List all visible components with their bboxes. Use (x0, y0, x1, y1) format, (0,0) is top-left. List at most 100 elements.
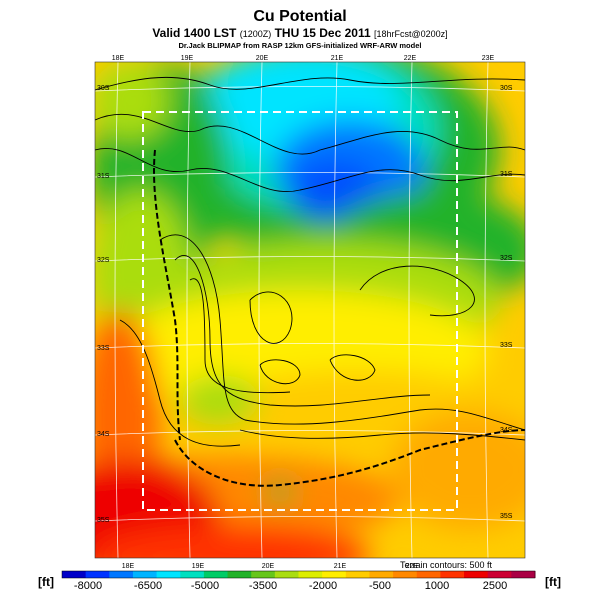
colorbar-swatch (393, 571, 418, 578)
colorbar-unit-left: [ft] (38, 575, 54, 589)
lat-label-left: 31S (97, 173, 110, 180)
lon-label-bottom: 22E (406, 563, 419, 570)
lat-label-left: 33S (97, 345, 110, 352)
inner-domain-box (142, 111, 458, 511)
coastline-west (153, 149, 181, 441)
map-field (95, 62, 525, 558)
parallel-line (95, 256, 525, 262)
colorbar-tick-label: -2000 (308, 580, 338, 592)
colorbar-swatch (227, 571, 252, 578)
contour-line (95, 76, 525, 91)
parallel-line (95, 516, 525, 522)
contour-line (189, 278, 291, 394)
colorbar-swatch (62, 571, 87, 578)
colorbar-swatch (511, 571, 536, 578)
terrain-contour-note: Terrain contours: 500 ft (400, 560, 493, 570)
colorbar-swatch (487, 571, 512, 578)
colorbar-swatch (416, 571, 441, 578)
colorbar-tick-label: -8000 (73, 580, 103, 592)
field-blob (95, 525, 370, 558)
utc-time: (1200Z) (239, 29, 272, 39)
lat-label-right: 31S (500, 171, 513, 178)
map-border (94, 61, 526, 559)
meridian-line (408, 62, 413, 558)
coastline (174, 429, 525, 487)
meridian-line (333, 62, 338, 558)
colorbar-swatch (156, 571, 181, 578)
colorbar-swatch (298, 571, 323, 578)
lon-label-top: 23E (482, 55, 495, 62)
field-blob (266, 482, 294, 502)
contour-line (359, 265, 475, 317)
contour-line (95, 148, 525, 192)
colorbar-swatch (464, 571, 489, 578)
colorbar-swatch (322, 571, 347, 578)
valid-time: Valid 1400 LST (152, 26, 237, 40)
colorbar-swatch (109, 571, 134, 578)
lat-label-right: 34S (500, 427, 513, 434)
contour-line (159, 234, 525, 431)
lon-label-bottom: 20E (262, 563, 275, 570)
parallel-line (95, 343, 525, 349)
parallel-line (95, 430, 525, 436)
colorbar-tick-label: -3500 (248, 580, 278, 592)
lon-label-top: 18E (112, 55, 125, 62)
graticule (95, 62, 525, 558)
meridian-line (484, 62, 489, 558)
map-title: Cu Potential (253, 8, 347, 25)
lon-label-top: 21E (331, 55, 344, 62)
colorbar-tick-label: -500 (368, 580, 392, 592)
field-blobs (95, 62, 525, 558)
lat-label-right: 32S (500, 255, 513, 262)
contour-line (259, 359, 301, 385)
contour-line (249, 291, 293, 344)
colorbar-tick-label: -6500 (133, 580, 163, 592)
valid-date: THU 15 Dec 2011 (274, 26, 371, 40)
field-blob (180, 375, 260, 425)
colorbar-tick-label: -5000 (190, 580, 220, 592)
lat-label-left: 34S (97, 431, 110, 438)
lon-label-bottom: 21E (334, 563, 347, 570)
lat-label-right: 30S (500, 85, 513, 92)
colorbar-frame (61, 570, 536, 579)
lat-label-left: 30S (97, 85, 110, 92)
map-subtitle: Valid 1400 LST (1200Z) THU 15 Dec 2011 [… (0, 26, 600, 40)
colorbar-swatch (274, 571, 299, 578)
terrain-contours (95, 76, 525, 447)
parallel-line (95, 172, 525, 178)
meridian-line (114, 62, 119, 558)
colorbar-swatch (85, 571, 110, 578)
meridian-line (186, 62, 191, 558)
contour-line (239, 429, 525, 441)
lon-label-bottom: 19E (192, 563, 205, 570)
meridian-line (258, 62, 263, 558)
lat-label-right: 33S (500, 342, 513, 349)
colorbar-swatch (251, 571, 276, 578)
colorbar-swatch (369, 571, 394, 578)
lat-label-right: 35S (500, 513, 513, 520)
colorbar-unit-right: [ft] (545, 575, 561, 589)
field-blob (390, 410, 525, 530)
forecast-info: [18hrFcst@0200z] (373, 29, 448, 39)
colorbar-tick-label: 1000 (424, 580, 450, 592)
colorbar-swatch (203, 571, 229, 578)
colorbar-tick-label: 2500 (482, 580, 508, 592)
lon-label-top: 20E (256, 55, 269, 62)
lat-label-left: 35S (97, 517, 110, 524)
parallel-line (95, 86, 525, 92)
contour-line (95, 114, 525, 155)
colorbar-swatch (132, 571, 158, 578)
contour-line (329, 354, 376, 381)
lat-label-left: 32S (97, 257, 110, 264)
model-credit: Dr.Jack BLIPMAP from RASP 12km GFS-initi… (178, 41, 422, 50)
field-blob (95, 62, 170, 140)
colorbar-swatch (440, 571, 465, 578)
colorbar-swatch (345, 571, 370, 578)
contour-line (174, 255, 431, 407)
lon-label-top: 22E (404, 55, 417, 62)
lon-label-top: 19E (181, 55, 194, 62)
lon-label-bottom: 18E (122, 563, 135, 570)
colorbar-swatch (180, 571, 205, 578)
contour-line (119, 319, 241, 447)
